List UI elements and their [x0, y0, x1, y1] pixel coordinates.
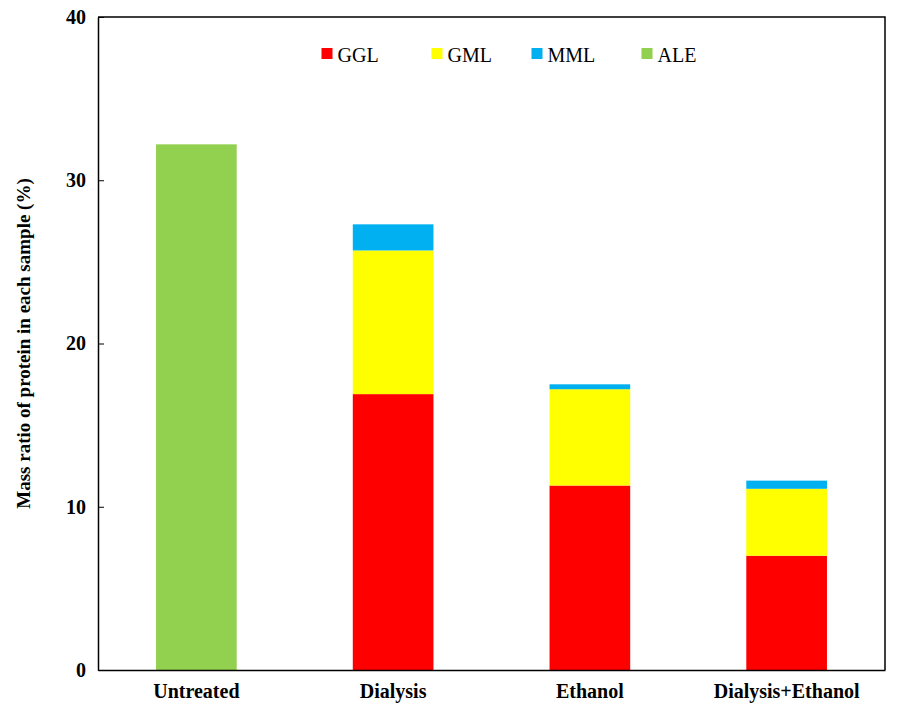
chart: 0 10 20 30 40 Untreated Dialysis Ethanol Dialysi…: [0, 0, 914, 720]
x-tick-label: Dialysis: [360, 680, 427, 703]
legend-label: GGL: [338, 44, 379, 66]
y-axis-title: Mass ratio of protein in each sample (%): [13, 178, 35, 509]
x-tick: Dialysis+Ethanol: [714, 670, 860, 703]
bar: [353, 224, 434, 250]
legend: GGL GML MML ALE: [322, 44, 697, 66]
bar: [746, 480, 827, 481]
y-tick-label: 20: [66, 332, 86, 354]
bar: [550, 384, 631, 385]
legend-swatch: [642, 48, 653, 59]
y-axis: 0 10 20 30 40: [66, 6, 104, 681]
legend-item: GML: [432, 44, 492, 66]
legend-item: ALE: [642, 44, 697, 66]
series-bars: [353, 250, 827, 555]
legend-item: MML: [532, 44, 596, 66]
bar: [550, 389, 631, 485]
bar: [353, 224, 434, 225]
legend-label: ALE: [658, 44, 697, 66]
bar: [156, 144, 237, 670]
plot-frame: [98, 17, 885, 670]
legend-label: MML: [548, 44, 596, 66]
y-tick: 30: [66, 169, 104, 191]
y-tick-mark: [98, 180, 104, 181]
bar: [746, 481, 827, 489]
y-tick: 10: [66, 496, 104, 518]
bar: [353, 250, 434, 394]
series-bars: [353, 224, 827, 488]
legend-item: GGL: [322, 44, 379, 66]
bar: [746, 556, 827, 670]
y-tick: 40: [66, 6, 104, 28]
legend-swatch: [532, 48, 543, 59]
legend-label: GML: [448, 44, 492, 66]
series-bars: [156, 144, 237, 670]
bars: [156, 144, 827, 670]
legend-swatch: [432, 48, 443, 59]
y-tick-label: 10: [66, 496, 86, 518]
bar: [353, 394, 434, 670]
y-tick-label: 0: [76, 659, 86, 681]
y-tick-mark: [98, 507, 104, 508]
x-tick-label: Dialysis+Ethanol: [714, 680, 860, 703]
x-tick: Ethanol: [556, 670, 624, 702]
y-tick-mark: [98, 17, 104, 18]
x-tick: Untreated: [153, 670, 239, 702]
bar: [550, 486, 631, 670]
x-tick: Dialysis: [360, 670, 427, 703]
bar: [550, 384, 631, 389]
y-tick-label: 30: [66, 169, 86, 191]
x-axis-line: [99, 670, 886, 672]
legend-swatch: [322, 48, 333, 59]
plot-area: 0 10 20 30 40 Untreated Dialysis Ethanol Dialysi…: [66, 6, 886, 703]
bar: [746, 489, 827, 556]
y-tick-mark: [98, 344, 104, 345]
x-tick-label: Ethanol: [556, 680, 624, 702]
y-tick-label: 40: [66, 6, 86, 28]
x-tick-label: Untreated: [153, 680, 239, 702]
y-tick: 20: [66, 332, 104, 354]
x-axis: Untreated Dialysis Ethanol Dialysis+Ethanol: [99, 670, 886, 703]
